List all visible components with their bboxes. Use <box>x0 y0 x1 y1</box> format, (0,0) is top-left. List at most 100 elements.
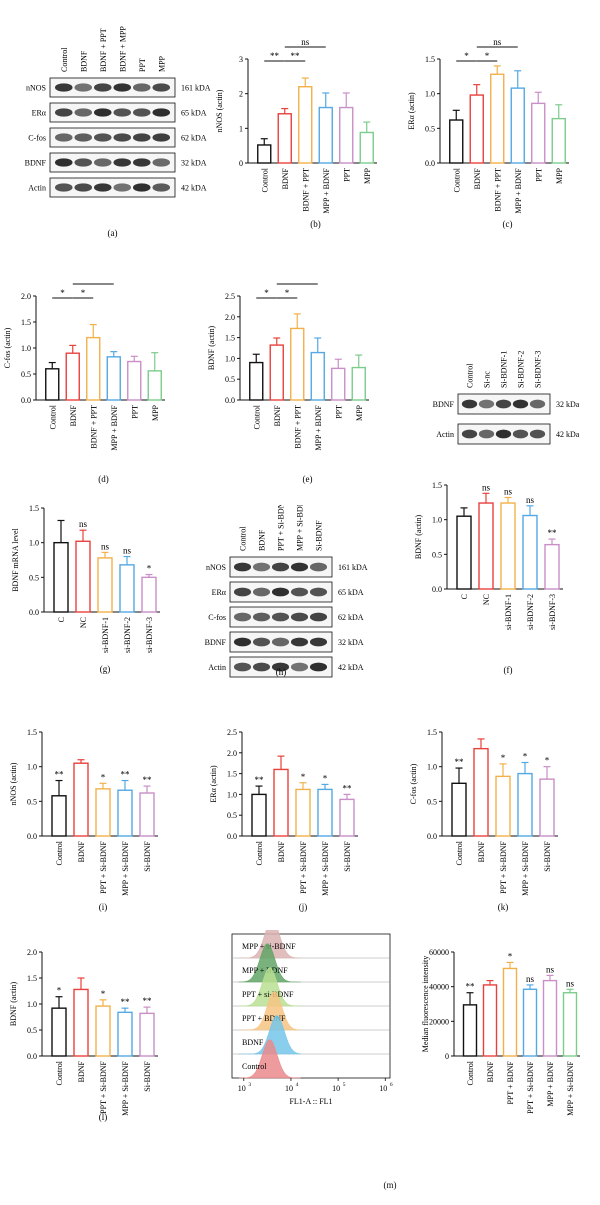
significance-label: ** <box>291 51 301 61</box>
chart-panel-e: 0.0 0.5 1.0 1.5 2.0 2.5 BDNF (actin) Control BDN… <box>200 274 395 492</box>
blot-band <box>529 429 546 439</box>
bar <box>117 1011 133 1057</box>
y-tick-label: 1.0 <box>21 344 31 353</box>
y-tick-label: 0.5 <box>29 573 39 582</box>
blot-row-label: BDNF <box>25 159 47 168</box>
flow-x-tick-label: 10 <box>332 1084 340 1093</box>
bar <box>73 988 89 1057</box>
bar <box>339 106 354 164</box>
blot-band <box>132 133 151 142</box>
bar <box>339 798 355 837</box>
bar <box>51 1007 67 1057</box>
y-axis-label: ERα (actin) <box>209 765 218 803</box>
category-label: MPP <box>555 167 564 184</box>
bar <box>495 775 511 837</box>
y-axis-label: BDNF mRNA level <box>11 527 20 591</box>
y-tick-label: 1.5 <box>27 974 37 983</box>
category-label: Control <box>255 840 264 865</box>
blot-band <box>113 108 132 117</box>
y-tick-label: 1.0 <box>425 90 435 99</box>
flow-histogram-curve <box>238 967 301 1007</box>
blot-band <box>512 399 529 409</box>
blot-frame <box>49 127 176 148</box>
significance-label: * <box>464 51 469 61</box>
bar <box>451 782 467 837</box>
blot-band <box>233 587 252 597</box>
flow-x-tick-label: 10 <box>238 1084 246 1093</box>
lane-label: MPP + Si-BDNF <box>296 505 305 551</box>
category-label: MPP + Si-BDNF <box>566 1060 575 1115</box>
blot-band <box>233 562 252 572</box>
y-tick-label: 1.0 <box>432 516 442 525</box>
significance-label: ns <box>123 546 132 556</box>
blot-band <box>113 158 132 167</box>
significance-label: ns <box>546 964 555 974</box>
chart-panel-d: 0.0 0.5 1.0 1.5 2.0 C-fos (actin) Control BDNF B… <box>0 274 195 492</box>
blot-band <box>152 158 171 167</box>
category-label: MPP <box>363 167 372 184</box>
significance-label: ns <box>482 482 491 492</box>
bar <box>462 1004 478 1057</box>
flow-sample-label: PPT + si-BDNF <box>242 990 294 999</box>
flow-histogram-curve <box>239 1015 301 1055</box>
blot-band <box>252 562 271 572</box>
y-axis-label: BDNF (actin) <box>414 515 423 560</box>
blot-band <box>290 637 309 647</box>
blot-kda-label: 42 kDA <box>181 184 207 193</box>
category-label: si-BDNF-1 <box>101 617 110 653</box>
bar <box>127 360 142 401</box>
y-axis-label: nNOS (actin) <box>9 762 18 805</box>
bar <box>53 541 69 613</box>
y-tick-label: 0.0 <box>21 396 31 405</box>
blot-band <box>54 183 73 192</box>
blot-band <box>309 612 328 622</box>
y-tick-label: 1.5 <box>432 481 442 490</box>
y-tick-label: 1.0 <box>27 1000 37 1009</box>
bar <box>473 747 489 837</box>
y-tick-label: 2.5 <box>227 728 237 737</box>
bar <box>317 788 333 837</box>
bar <box>522 988 538 1057</box>
bar <box>551 117 566 164</box>
category-label: BDNF <box>273 404 282 426</box>
y-tick-label: 2 <box>239 90 243 99</box>
bar <box>119 564 135 613</box>
bar-chart-b: 0 1 2 3 nNOS (actin) Control BDNF BDNF + PPT MPP… <box>215 37 377 229</box>
blot-band <box>529 399 546 409</box>
panel-label: (l) <box>99 1112 108 1122</box>
western-blot-f: Control Si-nc Si-BDNF-1 Si-BDNF-2 Si-BDNF-3 B… <box>433 351 580 445</box>
category-label: MPP <box>151 404 160 421</box>
category-label: BDNF + PPT <box>301 168 310 212</box>
y-tick-label: 2.0 <box>225 313 235 322</box>
blot-row-label: Actin <box>28 184 46 193</box>
bar-chart-g: 0.0 0.5 1.0 1.5 BDNF mRNA level C NC ns si-BDNF-… <box>11 504 160 674</box>
blot-row-label: C-fos <box>28 134 46 143</box>
blot-band <box>271 562 290 572</box>
y-axis-label: nNOS (actin) <box>215 89 224 132</box>
significance-label: ns <box>101 541 110 551</box>
chart-panel-i: 0.0 0.5 1.0 1.5 nNOS (actin) Control ** BDNF PPT… <box>0 710 200 915</box>
blot-band <box>252 587 271 597</box>
category-label: BDNF <box>69 404 78 426</box>
significance-label: ns <box>526 495 535 505</box>
flow-x-tick-exponent: 3 <box>248 1082 251 1088</box>
category-label: NC <box>482 594 491 605</box>
panel-label: (b) <box>310 219 321 229</box>
bar <box>522 514 538 590</box>
blot-frame <box>49 152 176 173</box>
category-label: PPT <box>334 405 343 419</box>
blot-band <box>233 637 252 647</box>
category-label: BDNF <box>77 1060 86 1082</box>
bar <box>277 113 292 164</box>
blot-band <box>461 399 478 409</box>
blot-kda-label: 62 kDA <box>181 134 207 143</box>
category-label: MPP + BDNF <box>546 1060 555 1106</box>
blot-band <box>461 429 478 439</box>
significance-label: ns <box>89 282 98 284</box>
chart-panel-m: 0 20000 40000 60000 Median fluorescence inte… <box>400 930 600 1125</box>
category-label: Control <box>48 404 57 429</box>
lane-label: BDNF <box>258 529 267 551</box>
bar <box>51 795 67 837</box>
bar <box>257 144 272 164</box>
blot-row-label: ERα <box>32 109 47 118</box>
